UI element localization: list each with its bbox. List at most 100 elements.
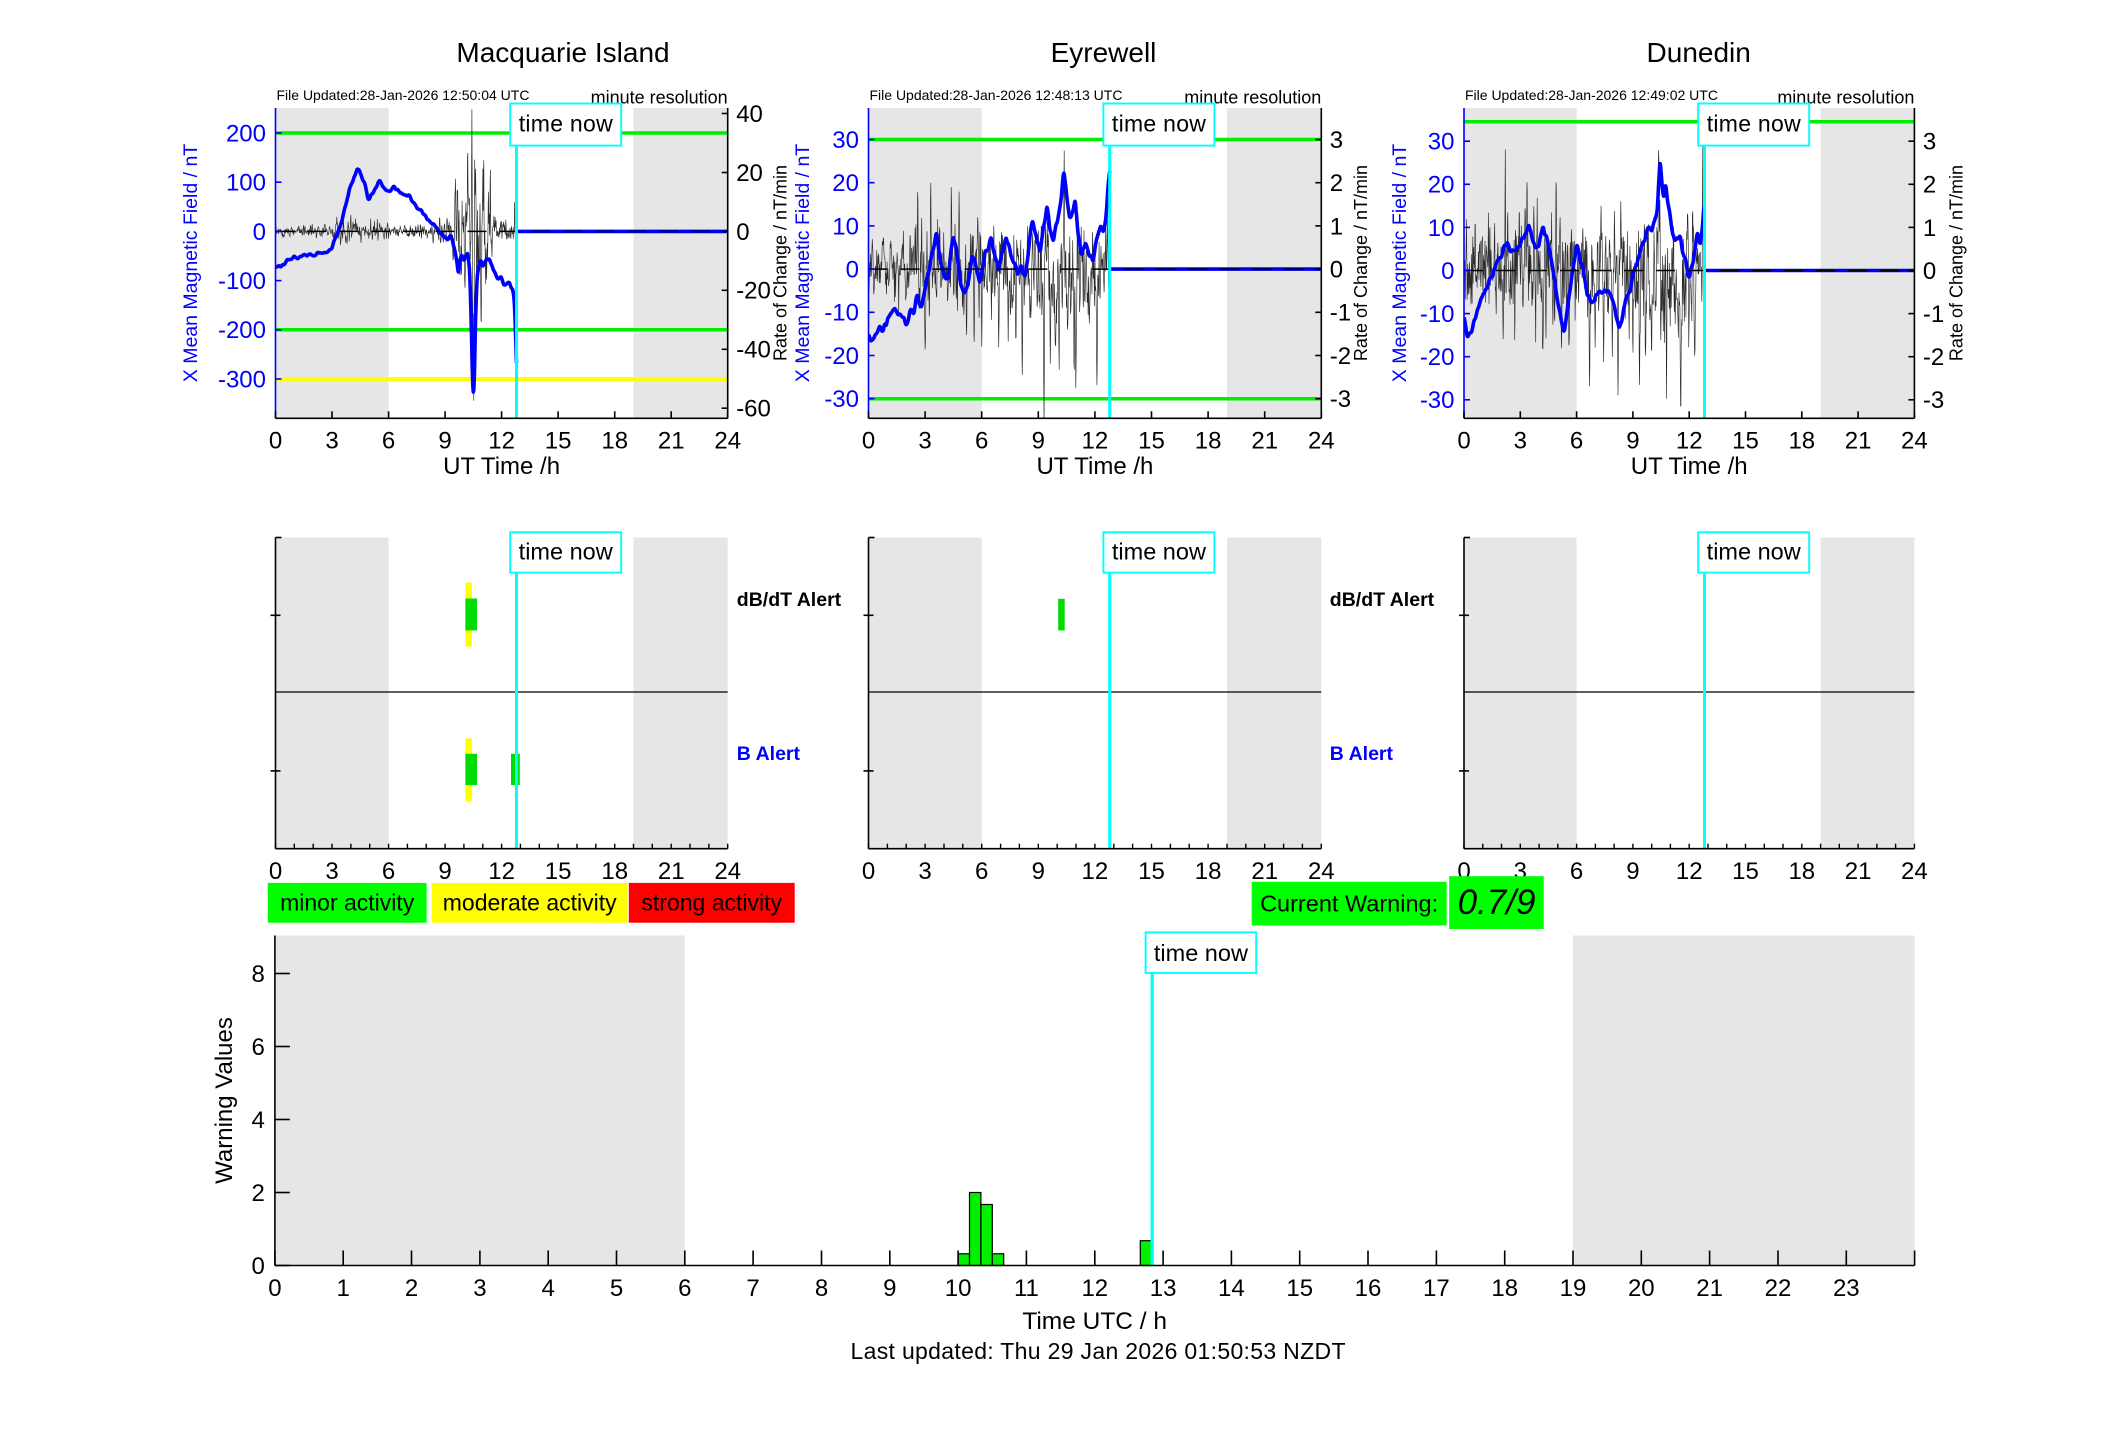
svg-text:23: 23 bbox=[1833, 1275, 1860, 1302]
svg-text:24: 24 bbox=[1901, 427, 1928, 454]
svg-text:18: 18 bbox=[601, 858, 628, 885]
svg-text:30: 30 bbox=[1428, 129, 1455, 156]
svg-text:9: 9 bbox=[1032, 858, 1045, 885]
svg-text:0: 0 bbox=[736, 219, 749, 246]
svg-text:24: 24 bbox=[1308, 427, 1335, 454]
svg-text:10: 10 bbox=[1428, 215, 1455, 242]
svg-text:2: 2 bbox=[405, 1275, 418, 1302]
svg-text:File Updated:28-Jan-2026 12:48: File Updated:28-Jan-2026 12:48:13 UTC bbox=[870, 87, 1123, 103]
svg-text:15: 15 bbox=[545, 427, 572, 454]
svg-text:6: 6 bbox=[382, 858, 395, 885]
svg-text:time now: time now bbox=[1154, 940, 1249, 966]
svg-text:18: 18 bbox=[1195, 858, 1222, 885]
svg-text:Last updated: Thu 29 Jan 2026: Last updated: Thu 29 Jan 2026 01:50:53 N… bbox=[851, 1338, 1346, 1364]
svg-text:File Updated:28-Jan-2026 12:49: File Updated:28-Jan-2026 12:49:02 UTC bbox=[1465, 87, 1718, 103]
svg-text:12: 12 bbox=[488, 427, 515, 454]
svg-text:15: 15 bbox=[1732, 427, 1759, 454]
svg-text:-20: -20 bbox=[1420, 344, 1455, 371]
svg-text:0: 0 bbox=[252, 1253, 265, 1280]
svg-text:dB/dT Alert: dB/dT Alert bbox=[1330, 589, 1435, 611]
svg-text:-20: -20 bbox=[824, 343, 859, 370]
svg-text:24: 24 bbox=[1901, 858, 1928, 885]
svg-text:20: 20 bbox=[832, 170, 859, 197]
svg-text:Rate of Change / nT/min: Rate of Change / nT/min bbox=[1351, 165, 1371, 361]
svg-text:X Mean Magnetic Field / nT: X Mean Magnetic Field / nT bbox=[180, 144, 202, 383]
svg-text:time now: time now bbox=[519, 111, 613, 137]
svg-text:21: 21 bbox=[1696, 1275, 1723, 1302]
svg-text:18: 18 bbox=[1491, 1275, 1518, 1302]
svg-text:minor activity: minor activity bbox=[280, 890, 415, 916]
svg-text:40: 40 bbox=[736, 101, 763, 128]
svg-text:8: 8 bbox=[252, 961, 265, 988]
svg-text:6: 6 bbox=[252, 1034, 265, 1061]
svg-text:-3: -3 bbox=[1923, 387, 1944, 414]
svg-text:0: 0 bbox=[1441, 258, 1454, 285]
svg-text:9: 9 bbox=[883, 1275, 896, 1302]
svg-text:12: 12 bbox=[1676, 858, 1703, 885]
svg-text:-60: -60 bbox=[736, 396, 771, 423]
svg-text:0: 0 bbox=[846, 257, 859, 284]
svg-text:Rate of Change / nT/min: Rate of Change / nT/min bbox=[770, 165, 790, 361]
svg-text:1: 1 bbox=[1923, 215, 1936, 242]
svg-text:6: 6 bbox=[1570, 858, 1583, 885]
svg-text:20: 20 bbox=[736, 160, 763, 187]
svg-text:2: 2 bbox=[1923, 172, 1936, 199]
svg-text:X Mean Magnetic Field / nT: X Mean Magnetic Field / nT bbox=[1389, 144, 1411, 383]
svg-text:11: 11 bbox=[1014, 1275, 1039, 1302]
svg-text:-20: -20 bbox=[736, 278, 771, 305]
svg-text:Macquarie Island: Macquarie Island bbox=[456, 37, 669, 68]
svg-text:9: 9 bbox=[1626, 858, 1639, 885]
svg-text:Time UTC / h: Time UTC / h bbox=[1022, 1308, 1167, 1335]
svg-text:18: 18 bbox=[601, 427, 628, 454]
svg-text:-100: -100 bbox=[218, 268, 266, 295]
svg-text:dB/dT Alert: dB/dT Alert bbox=[737, 589, 842, 611]
svg-text:minute resolution: minute resolution bbox=[1777, 88, 1914, 108]
svg-text:21: 21 bbox=[658, 858, 685, 885]
svg-text:0.7/9: 0.7/9 bbox=[1458, 883, 1536, 922]
svg-text:3: 3 bbox=[1330, 127, 1343, 154]
svg-text:15: 15 bbox=[1138, 858, 1165, 885]
svg-text:5: 5 bbox=[610, 1275, 623, 1302]
svg-text:7: 7 bbox=[746, 1275, 759, 1302]
svg-text:X Mean Magnetic Field / nT: X Mean Magnetic Field / nT bbox=[792, 144, 814, 383]
svg-text:4: 4 bbox=[542, 1275, 555, 1302]
svg-text:21: 21 bbox=[1251, 858, 1278, 885]
svg-text:0: 0 bbox=[268, 1275, 281, 1302]
svg-text:UT Time /h: UT Time /h bbox=[443, 453, 560, 480]
svg-text:1: 1 bbox=[1330, 213, 1343, 240]
svg-text:15: 15 bbox=[1732, 858, 1759, 885]
svg-text:4: 4 bbox=[252, 1107, 265, 1134]
svg-text:0: 0 bbox=[862, 858, 875, 885]
svg-text:1: 1 bbox=[337, 1275, 350, 1302]
svg-text:9: 9 bbox=[1032, 427, 1045, 454]
svg-text:-10: -10 bbox=[824, 300, 859, 327]
svg-text:UT Time /h: UT Time /h bbox=[1631, 453, 1748, 480]
svg-text:21: 21 bbox=[1845, 427, 1872, 454]
svg-text:3: 3 bbox=[325, 858, 338, 885]
svg-text:9: 9 bbox=[1626, 427, 1639, 454]
svg-text:24: 24 bbox=[1308, 858, 1335, 885]
svg-text:21: 21 bbox=[1845, 858, 1872, 885]
svg-text:12: 12 bbox=[1082, 427, 1109, 454]
svg-text:21: 21 bbox=[1251, 427, 1278, 454]
svg-text:30: 30 bbox=[832, 127, 859, 154]
svg-text:14: 14 bbox=[1218, 1275, 1245, 1302]
svg-text:-200: -200 bbox=[218, 317, 266, 344]
svg-text:Rate of Change / nT/min: Rate of Change / nT/min bbox=[1947, 165, 1967, 361]
svg-text:-30: -30 bbox=[1420, 387, 1455, 414]
svg-text:17: 17 bbox=[1423, 1275, 1450, 1302]
svg-text:3: 3 bbox=[473, 1275, 486, 1302]
svg-text:6: 6 bbox=[1570, 427, 1583, 454]
svg-text:3: 3 bbox=[1514, 427, 1527, 454]
svg-text:9: 9 bbox=[438, 427, 451, 454]
svg-text:2: 2 bbox=[1330, 170, 1343, 197]
svg-text:6: 6 bbox=[975, 858, 988, 885]
svg-text:12: 12 bbox=[1676, 427, 1703, 454]
svg-text:-3: -3 bbox=[1330, 386, 1351, 413]
svg-text:Current Warning:: Current Warning: bbox=[1260, 891, 1438, 917]
svg-text:Warning Values: Warning Values bbox=[211, 1017, 238, 1184]
svg-text:12: 12 bbox=[1082, 858, 1109, 885]
svg-text:File Updated:28-Jan-2026 12:50: File Updated:28-Jan-2026 12:50:04 UTC bbox=[277, 87, 530, 103]
svg-text:-30: -30 bbox=[824, 386, 859, 413]
svg-text:3: 3 bbox=[918, 858, 931, 885]
